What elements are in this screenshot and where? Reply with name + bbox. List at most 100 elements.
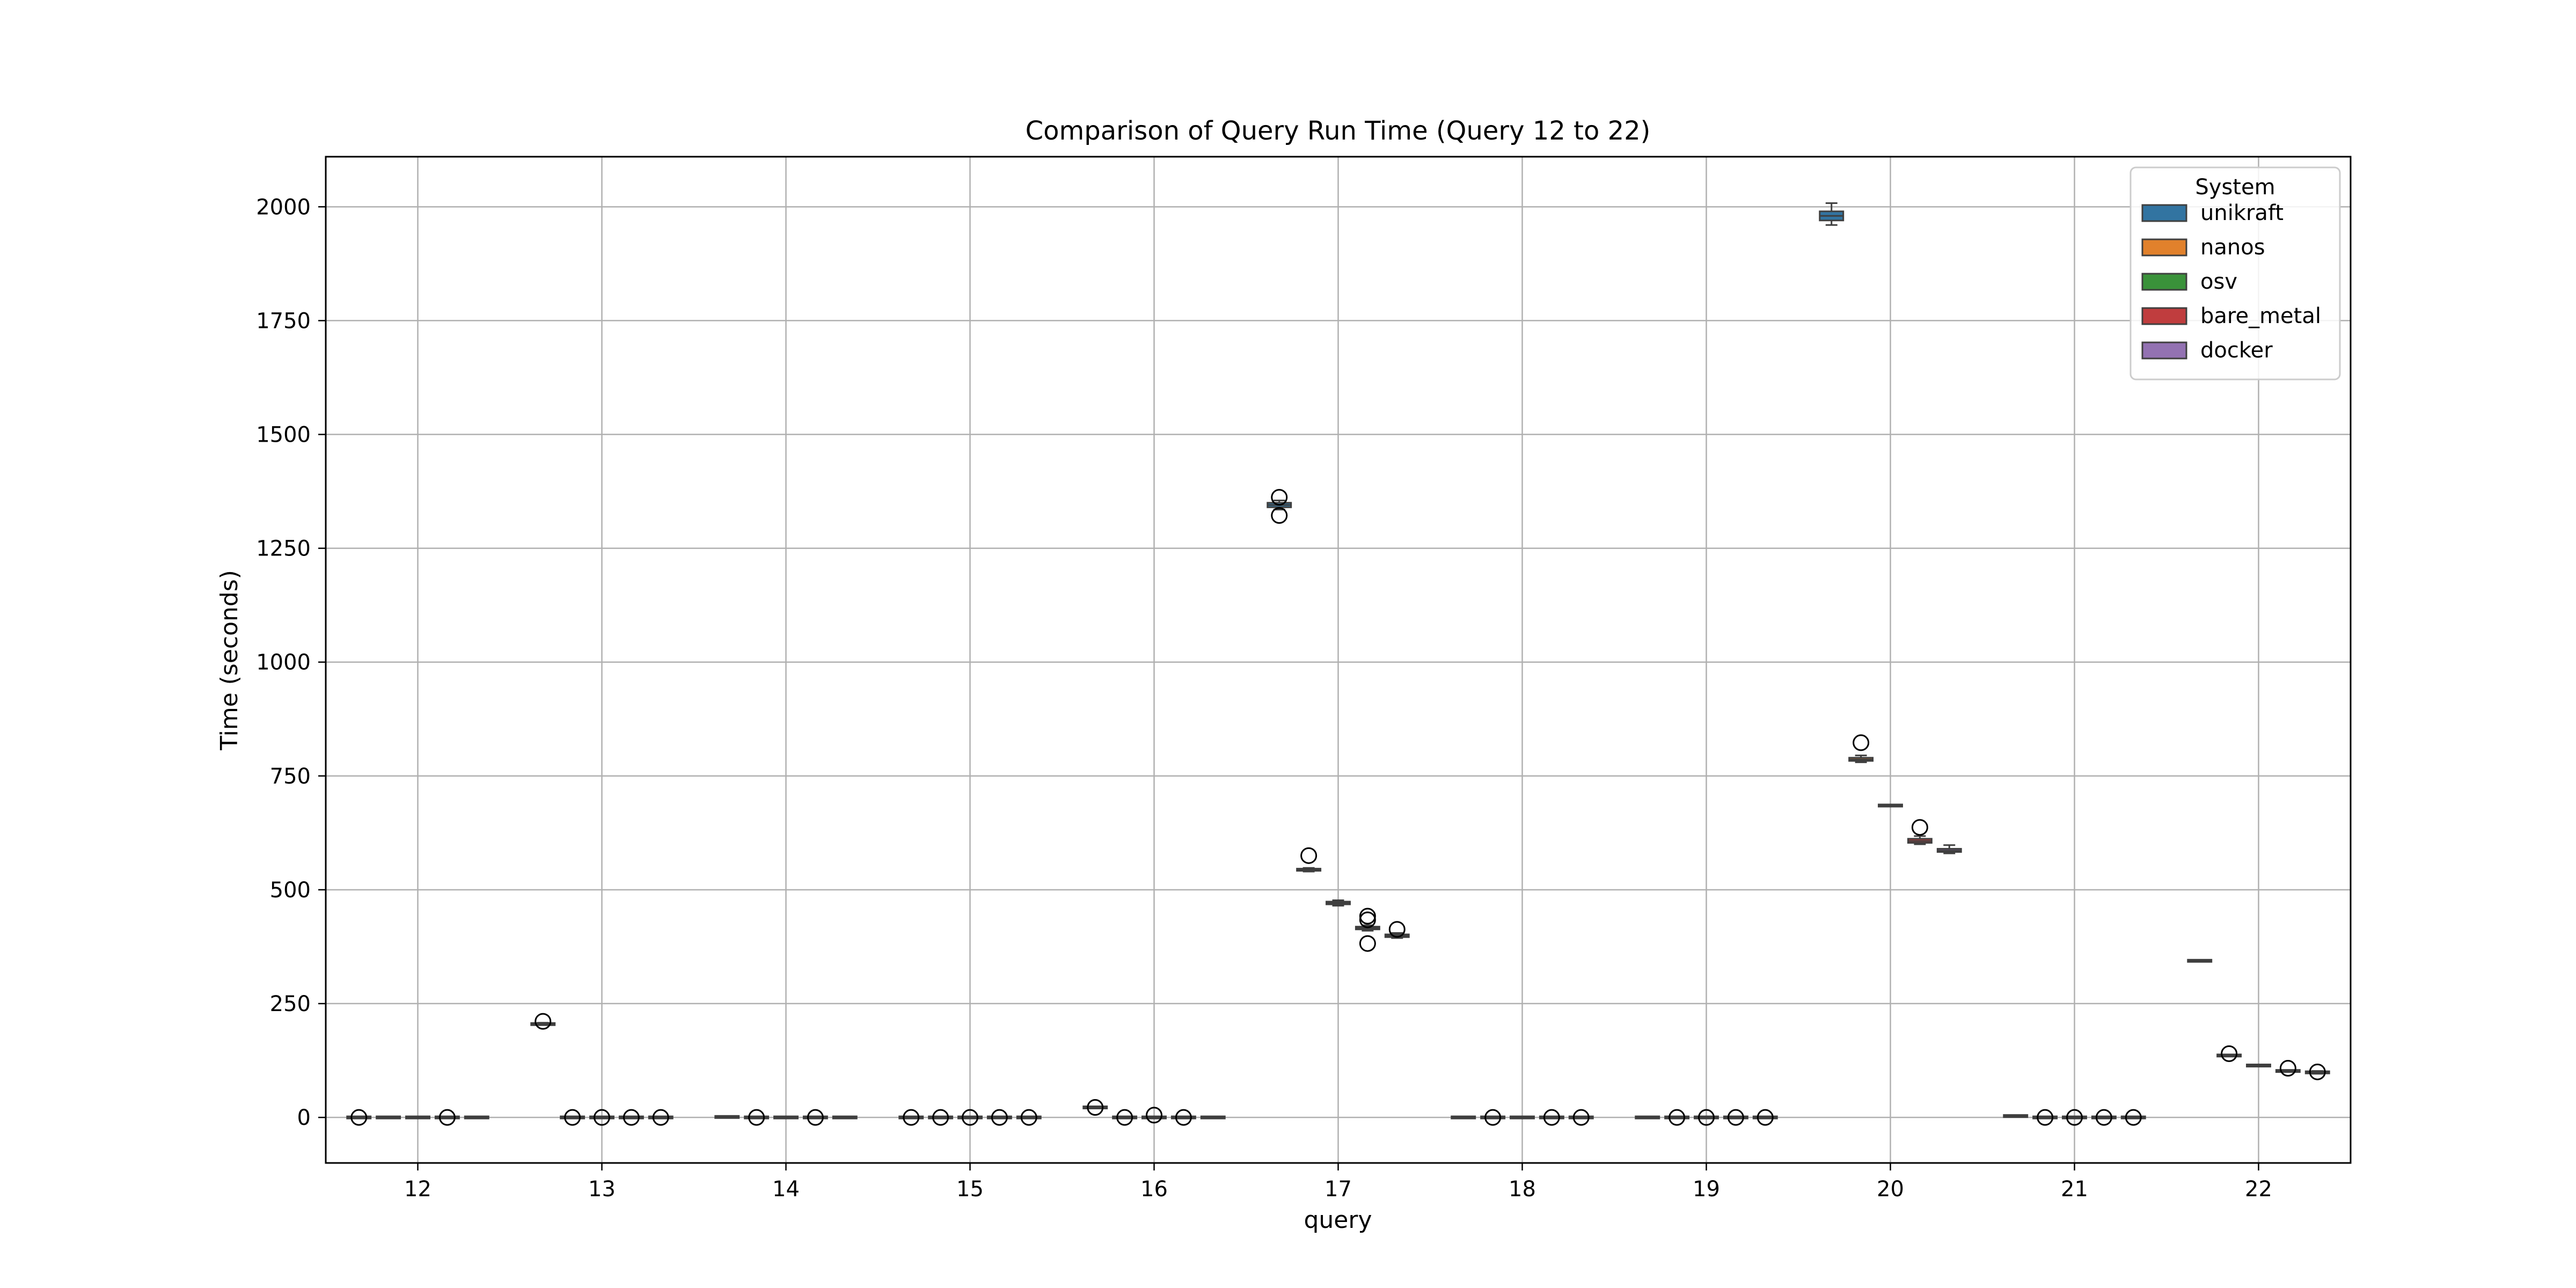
outlier-point <box>1757 1109 1774 1126</box>
x-tick-label: 19 <box>1693 1177 1720 1202</box>
legend-swatch <box>2141 238 2187 257</box>
outlier-point <box>962 1109 978 1126</box>
box-docker-q12 <box>464 1115 489 1119</box>
outlier-point <box>2125 1109 2142 1126</box>
box-unikraft-q15 <box>898 1109 924 1126</box>
box-unikraft-q21 <box>2003 1114 2029 1118</box>
box-osv-q19 <box>1694 1109 1719 1126</box>
y-tick-label: 2000 <box>256 195 311 219</box>
y-tick-label: 1500 <box>256 423 311 448</box>
box-bare_metal-q20 <box>1907 819 1933 845</box>
legend-label: unikraft <box>2200 201 2284 225</box>
box-osv-q12 <box>405 1115 430 1119</box>
x-tick-label: 14 <box>772 1177 800 1202</box>
legend-swatch <box>2141 273 2187 291</box>
x-tick-label: 17 <box>1324 1177 1352 1202</box>
x-tick-label: 12 <box>404 1177 431 1202</box>
box-nanos-q19 <box>1664 1109 1690 1126</box>
legend-label: docker <box>2200 338 2273 363</box>
x-tick-label: 20 <box>1877 1177 1904 1202</box>
outlier-point <box>2279 1060 2296 1077</box>
outlier-point <box>1146 1107 1162 1124</box>
box-unikraft-q18 <box>1451 1115 1476 1119</box>
legend-label: bare_metal <box>2200 304 2321 328</box>
legend-label: osv <box>2200 269 2237 294</box>
outlier-point <box>1300 847 1318 864</box>
chart-title: Comparison of Query Run Time (Query 12 t… <box>1026 116 1651 146</box>
box-nanos-q21 <box>2032 1109 2058 1126</box>
box-unikraft-q16 <box>1082 1099 1108 1116</box>
box-nanos-q15 <box>928 1109 954 1126</box>
x-tick-label: 21 <box>2061 1177 2088 1202</box>
legend-swatch <box>2141 307 2187 325</box>
box-bare_metal-q12 <box>434 1109 460 1126</box>
box-docker-q16 <box>1200 1115 1226 1119</box>
outlier-point <box>2095 1109 2112 1126</box>
outlier-point <box>1668 1109 1686 1126</box>
box-docker-q19 <box>1752 1109 1778 1126</box>
box-unikraft-q14 <box>714 1115 740 1119</box>
box-bare_metal-q16 <box>1170 1109 1196 1126</box>
box-docker-q13 <box>648 1109 674 1126</box>
box-bare_metal-q14 <box>802 1109 828 1126</box>
legend-entry-nanos: nanos <box>2141 235 2265 260</box>
y-tick-label: 750 <box>270 764 311 789</box>
outlier-point <box>903 1109 920 1126</box>
box-osv-q21 <box>2062 1109 2087 1126</box>
y-tick-label: 250 <box>270 992 311 1016</box>
box-osv-q17 <box>1326 899 1351 907</box>
box-unikraft-q13 <box>530 1013 556 1030</box>
box-nanos-q14 <box>744 1109 770 1126</box>
outlier-point <box>807 1109 824 1126</box>
outlier-point <box>1271 507 1288 524</box>
box-nanos-q18 <box>1480 1109 1506 1126</box>
x-axis-label: query <box>1304 1206 1372 1234</box>
y-tick-label: 1000 <box>256 650 311 675</box>
outlier-point <box>652 1109 669 1126</box>
x-tick-label: 22 <box>2245 1177 2272 1202</box>
outlier-point <box>2309 1063 2326 1080</box>
outlier-point <box>2037 1109 2054 1126</box>
outlier-point <box>1543 1109 1560 1126</box>
legend-label: nanos <box>2200 235 2265 260</box>
outlier-point <box>991 1109 1008 1126</box>
box-osv-q14 <box>773 1115 799 1119</box>
box-nanos-q20 <box>1848 734 1874 763</box>
x-tick-label: 18 <box>1509 1177 1536 1202</box>
outlier-point <box>535 1013 552 1030</box>
y-tick-label: 1250 <box>256 537 311 561</box>
y-tick-label: 1750 <box>256 309 311 333</box>
box-docker-q15 <box>1016 1109 1042 1126</box>
outlier-point <box>1087 1099 1104 1116</box>
outlier-point <box>1698 1109 1715 1126</box>
box-bare_metal-q15 <box>986 1109 1012 1126</box>
legend-title: System <box>2195 175 2275 200</box>
box-osv-q16 <box>1141 1107 1167 1124</box>
outlier-point <box>1116 1109 1133 1126</box>
outlier-point <box>1484 1109 1502 1126</box>
box-osv-q15 <box>957 1109 983 1126</box>
box-osv-q20 <box>1878 803 1903 808</box>
box-docker-q18 <box>1568 1109 1594 1126</box>
outlier-point <box>932 1109 949 1126</box>
y-tick-label: 500 <box>270 878 311 903</box>
outlier-point <box>1020 1109 1037 1126</box>
outlier-point <box>594 1109 610 1126</box>
outlier-point <box>748 1109 765 1126</box>
y-tick-layer: 0 250 500 750 1000 1250 1500 1750 2000 <box>256 195 326 1130</box>
box-osv-q18 <box>1510 1115 1535 1119</box>
legend-swatch <box>2141 341 2187 360</box>
box-osv-q22 <box>2246 1063 2271 1067</box>
legend-entry-osv: osv <box>2141 269 2237 294</box>
box-bare_metal-q18 <box>1539 1109 1564 1126</box>
outlier-point <box>2221 1045 2238 1062</box>
box-bare_metal-q19 <box>1723 1109 1748 1126</box>
box-docker-q21 <box>2120 1109 2146 1126</box>
outlier-point <box>1853 734 1870 751</box>
y-tick-label: 0 <box>297 1106 311 1130</box>
grid-layer <box>326 157 2351 1163</box>
box-docker-q20 <box>1936 844 1962 854</box>
outlier-point <box>350 1109 368 1126</box>
